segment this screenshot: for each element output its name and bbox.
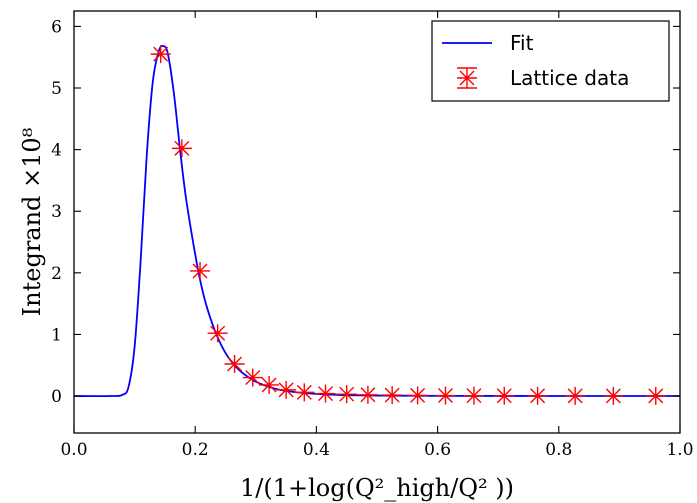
legend: Fit Lattice data	[431, 20, 670, 102]
lattice-data-point	[276, 380, 297, 399]
x-tick-label: 0.2	[182, 440, 209, 460]
lattice-data-point	[150, 45, 171, 64]
lattice-data-point	[645, 386, 666, 405]
x-tick-label: 1.0	[666, 440, 693, 460]
lattice-data-point	[565, 386, 586, 405]
lattice-data-point	[259, 375, 280, 394]
fit-line	[73, 44, 681, 398]
x-tick-label: 0.6	[424, 440, 451, 460]
lattice-data-point	[242, 368, 263, 387]
lattice-data-point	[382, 386, 403, 405]
lattice-data-point	[357, 385, 378, 404]
y-tick-label: 3	[51, 202, 62, 222]
lattice-data-point	[224, 355, 245, 374]
lattice-data-point	[407, 386, 428, 405]
lattice-data-point	[435, 386, 456, 405]
y-tick-label: 4	[51, 141, 62, 161]
legend-fit-label: Fit	[510, 31, 534, 55]
lattice-data-point	[336, 385, 357, 404]
lattice-data-point	[603, 386, 624, 405]
legend-data-label: Lattice data	[510, 66, 629, 90]
lattice-data-point	[190, 261, 211, 280]
plot-frame	[73, 10, 681, 434]
y-tick-label: 1	[51, 325, 62, 345]
y-tick-label: 6	[51, 17, 62, 37]
x-tick-label: 0.0	[60, 440, 87, 460]
x-tick-label: 0.4	[303, 440, 330, 460]
lattice-data-point	[207, 324, 228, 343]
y-axis-label: Integrand ×10⁸	[18, 128, 46, 317]
y-tick-label: 0	[51, 387, 62, 407]
lattice-data-point	[315, 384, 336, 403]
x-tick-label: 0.8	[545, 440, 572, 460]
x-axis-label: 1/(1+log(Q²_high/Q² ))	[240, 474, 514, 502]
lattice-data-point	[171, 139, 192, 158]
legend-data-marker	[457, 67, 477, 89]
lattice-data-point	[527, 386, 548, 405]
lattice-data-point	[463, 386, 484, 405]
y-tick-label: 2	[51, 264, 62, 284]
lattice-data-point	[294, 383, 315, 402]
lattice-data-point	[494, 386, 515, 405]
y-tick-label: 5	[51, 79, 62, 99]
